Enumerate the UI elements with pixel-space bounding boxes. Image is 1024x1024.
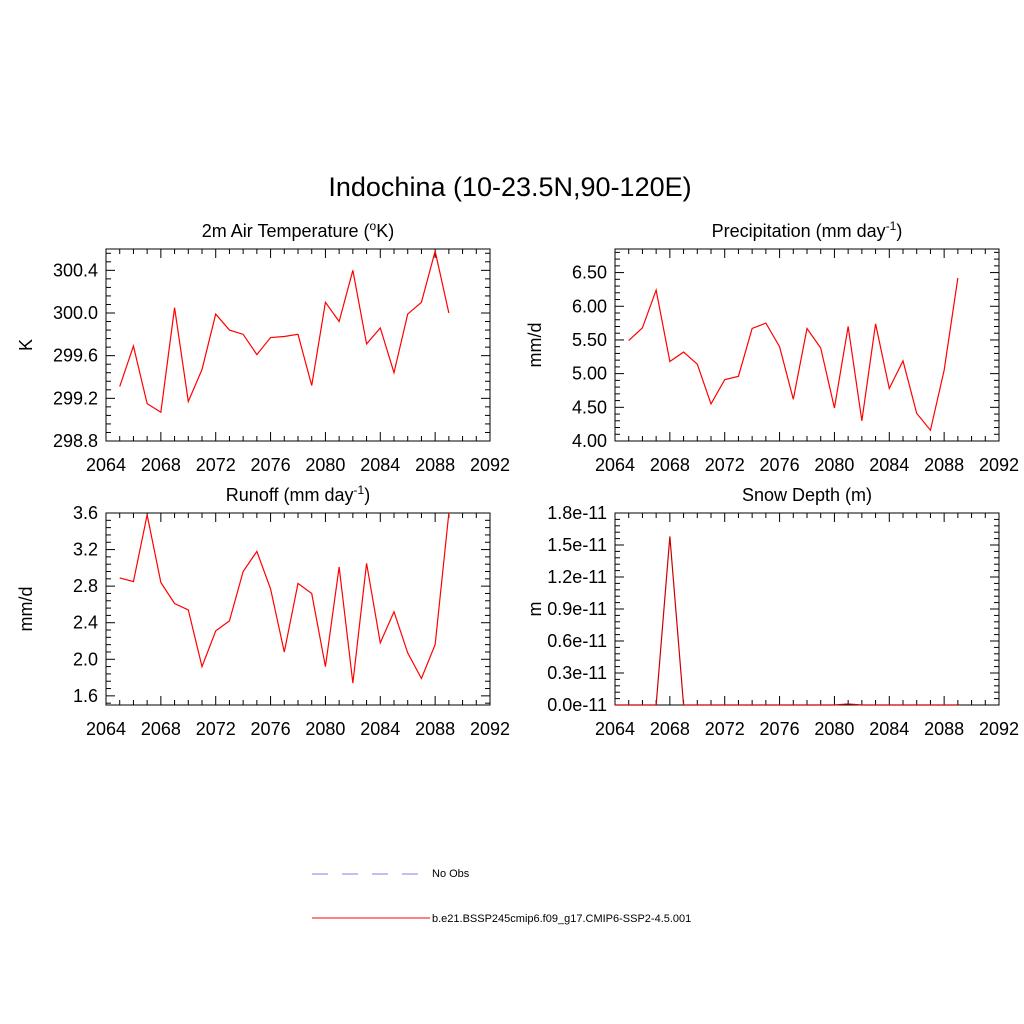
precipitation-ylabel: mm/d	[525, 323, 545, 368]
panel-snow-depth: Snow Depth (m) m 2064 2068 2072 2076 2080 2084 2…	[525, 485, 1019, 739]
runoff-ylabel: mm/d	[16, 587, 36, 632]
air-temperature-ytick-label: 300.4	[53, 260, 98, 280]
precipitation-ytick-label: 6.50	[572, 263, 607, 283]
air-temperature-xtick-label: 2080	[305, 455, 345, 475]
precipitation-title: Precipitation (mm day-1)	[712, 219, 903, 241]
air-temperature-ylabel: K	[16, 339, 36, 351]
runoff-ytick-label: 2.8	[73, 576, 98, 596]
snow-depth-ytick-label: 1.2e-11	[547, 567, 607, 587]
air-temperature-ytick-label: 299.2	[53, 388, 98, 408]
runoff-title: Runoff (mm day-1)	[226, 483, 370, 505]
precipitation-ytick-label: 5.50	[572, 330, 607, 350]
runoff-ytick-label: 3.6	[73, 503, 98, 523]
snow-depth-xtick-label: 2092	[979, 719, 1019, 739]
precipitation-xtick-label: 2088	[924, 455, 964, 475]
air-temperature-ytick-label: 299.6	[53, 346, 98, 366]
precipitation-xtick-label: 2084	[869, 455, 909, 475]
figure-title: Indochina (10-23.5N,90-120E)	[328, 172, 691, 202]
snow-depth-ytick-label: 0.0e-11	[547, 695, 607, 715]
snow-depth-xtick-label: 2088	[924, 719, 964, 739]
air-temperature-xtick-label: 2076	[251, 455, 291, 475]
air-temperature-title: 2m Air Temperature (oK)	[202, 219, 394, 241]
precipitation-ytick-label: 4.00	[572, 431, 607, 451]
snow-depth-ytick-label: 1.8e-11	[547, 503, 607, 523]
precipitation-series-line	[628, 277, 959, 432]
legend-label-no-obs: No Obs	[432, 868, 470, 880]
runoff-xtick-label: 2084	[360, 719, 400, 739]
runoff-xtick-label: 2092	[470, 719, 510, 739]
snow-depth-ytick-label: 0.3e-11	[547, 663, 607, 683]
precipitation-ytick-label: 4.50	[572, 397, 607, 417]
snow-depth-xtick-label: 2076	[760, 719, 800, 739]
legend-label-model-run: b.e21.BSSP245cmip6.f09_g17.CMIP6-SSP2-4.…	[432, 913, 691, 925]
precipitation-plot-frame	[614, 248, 1000, 442]
precipitation-xtick-label: 2092	[979, 455, 1019, 475]
runoff-plot-frame	[105, 512, 491, 706]
snow-depth-ytick-label: 1.5e-11	[547, 535, 607, 555]
air-temperature-xtick-label: 2064	[86, 455, 126, 475]
snow-depth-ytick-label: 0.9e-11	[547, 599, 607, 619]
runoff-ytick-label: 2.0	[73, 649, 98, 669]
snow-depth-xtick-label: 2072	[705, 719, 745, 739]
snow-depth-xtick-label: 2084	[869, 719, 909, 739]
precipitation-ytick-label: 5.00	[572, 364, 607, 384]
runoff-series-line	[119, 512, 450, 684]
legend: No Obs b.e21.BSSP245cmip6.f09_g17.CMIP6-…	[312, 868, 691, 925]
air-temperature-xtick-label: 2092	[470, 455, 510, 475]
air-temperature-xtick-label: 2072	[196, 455, 236, 475]
air-temperature-xtick-label: 2088	[415, 455, 455, 475]
runoff-xtick-label: 2080	[305, 719, 345, 739]
runoff-ytick-label: 3.2	[73, 540, 98, 560]
air-temperature-plot-frame	[105, 248, 491, 442]
runoff-xtick-label: 2064	[86, 719, 126, 739]
snow-depth-ytick-label: 0.6e-11	[547, 631, 607, 651]
runoff-xtick-label: 2068	[141, 719, 181, 739]
runoff-ytick-label: 2.4	[73, 613, 98, 633]
snow-depth-xtick-label: 2080	[814, 719, 854, 739]
precipitation-xtick-label: 2072	[705, 455, 745, 475]
snow-depth-title: Snow Depth (m)	[742, 485, 872, 505]
panel-precipitation: Precipitation (mm day-1) mm/d 2064 2068 2072…	[525, 219, 1019, 475]
snow-depth-ylabel: m	[525, 602, 545, 617]
precipitation-ytick-label: 6.00	[572, 296, 607, 316]
panel-runoff: Runoff (mm day-1) mm/d 2064 2068 2072 2076 208…	[16, 483, 510, 739]
air-temperature-series-line	[119, 250, 450, 414]
precipitation-xtick-label: 2064	[595, 455, 635, 475]
snow-depth-xtick-label: 2068	[650, 719, 690, 739]
precipitation-xtick-label: 2068	[650, 455, 690, 475]
snow-depth-series-line	[615, 536, 958, 706]
runoff-ytick-label: 1.6	[73, 686, 98, 706]
air-temperature-ytick-label: 298.8	[53, 431, 98, 451]
runoff-xtick-label: 2072	[196, 719, 236, 739]
runoff-xtick-label: 2088	[415, 719, 455, 739]
precipitation-xtick-label: 2076	[760, 455, 800, 475]
air-temperature-ytick-label: 300.0	[53, 303, 98, 323]
snow-depth-xtick-label: 2064	[595, 719, 635, 739]
air-temperature-xtick-label: 2084	[360, 455, 400, 475]
air-temperature-xtick-label: 2068	[141, 455, 181, 475]
snow-depth-plot-frame	[614, 512, 1000, 706]
panel-air-temperature: 2m Air Temperature (oK) K 2064 2068 2072 2076…	[16, 219, 510, 475]
precipitation-xtick-label: 2080	[814, 455, 854, 475]
runoff-xtick-label: 2076	[251, 719, 291, 739]
